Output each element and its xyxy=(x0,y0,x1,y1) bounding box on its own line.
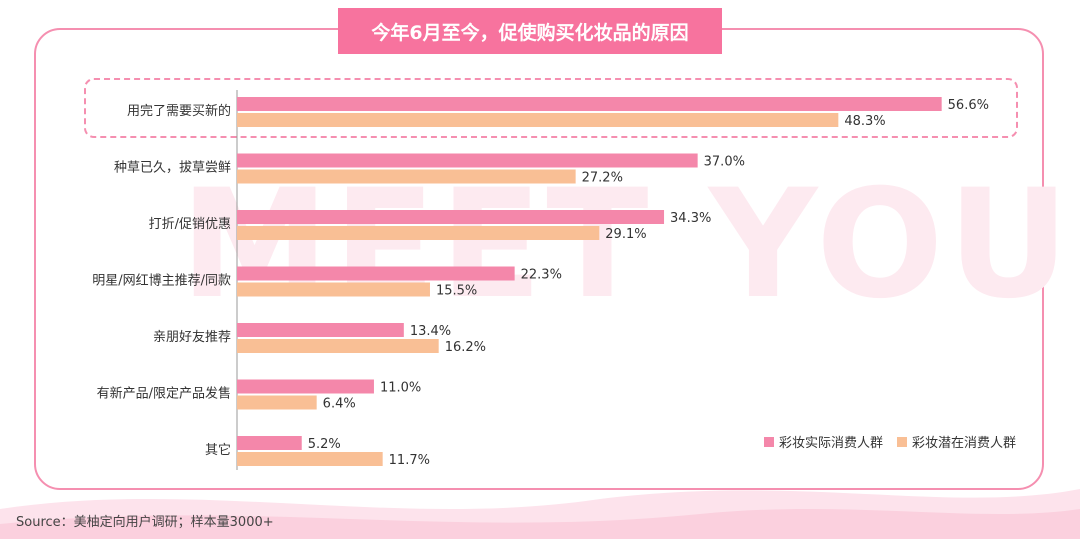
data-label: 27.2% xyxy=(582,171,623,186)
source-note: Source：美柚定向用户调研；样本量3000+ xyxy=(16,515,274,530)
bar-actual xyxy=(237,210,665,224)
data-label: 48.3% xyxy=(844,114,885,129)
bar-actual xyxy=(237,323,404,337)
bar-actual xyxy=(237,97,942,111)
legend-item-potential: 彩妆潜在消费人群 xyxy=(897,432,1016,451)
data-label: 22.3% xyxy=(521,268,562,283)
category-label: 种草已久，拔草尝鲜 xyxy=(114,161,231,176)
legend-item-actual: 彩妆实际消费人群 xyxy=(764,432,883,451)
chart-title: 今年6月至今，促使购买化妆品的原因 xyxy=(338,8,722,54)
category-label: 其它 xyxy=(205,442,231,458)
bar-potential xyxy=(237,339,439,353)
data-label: 16.2% xyxy=(445,340,486,355)
data-label: 11.7% xyxy=(389,453,430,468)
data-label: 15.5% xyxy=(436,284,477,299)
data-label: 37.0% xyxy=(704,155,745,170)
legend: 彩妆实际消费人群 彩妆潜在消费人群 xyxy=(764,432,1016,451)
category-label: 有新产品/限定产品发售 xyxy=(97,386,231,402)
bar-potential xyxy=(237,452,383,466)
data-label: 29.1% xyxy=(605,227,646,242)
bar-actual xyxy=(237,266,515,281)
legend-label-potential: 彩妆潜在消费人群 xyxy=(912,436,1017,451)
bar-actual xyxy=(237,436,302,450)
category-label: 明星/网红博主推荐/同款 xyxy=(92,273,231,289)
legend-label-actual: 彩妆实际消费人群 xyxy=(779,436,884,451)
legend-swatch-potential xyxy=(897,436,908,447)
data-label: 5.2% xyxy=(308,437,341,452)
category-label: 打折/促销优惠 xyxy=(149,217,231,232)
bar-potential xyxy=(237,282,430,297)
bar-potential xyxy=(237,226,600,240)
data-label: 6.4% xyxy=(323,397,356,412)
bar-potential xyxy=(237,169,576,184)
bar-actual xyxy=(237,153,698,168)
bar-potential xyxy=(237,113,839,127)
highlight-box xyxy=(84,78,1018,138)
category-label: 亲朋好友推荐 xyxy=(153,329,231,345)
data-label: 11.0% xyxy=(380,381,421,396)
bar-actual xyxy=(237,379,374,394)
bar-potential xyxy=(237,395,317,410)
data-label: 34.3% xyxy=(670,211,711,226)
legend-swatch-actual xyxy=(764,436,774,447)
category-label: 用完了需要买新的 xyxy=(127,103,231,119)
data-label: 13.4% xyxy=(410,324,451,339)
decorative-wave xyxy=(0,489,1080,539)
data-label: 56.6% xyxy=(948,98,989,113)
